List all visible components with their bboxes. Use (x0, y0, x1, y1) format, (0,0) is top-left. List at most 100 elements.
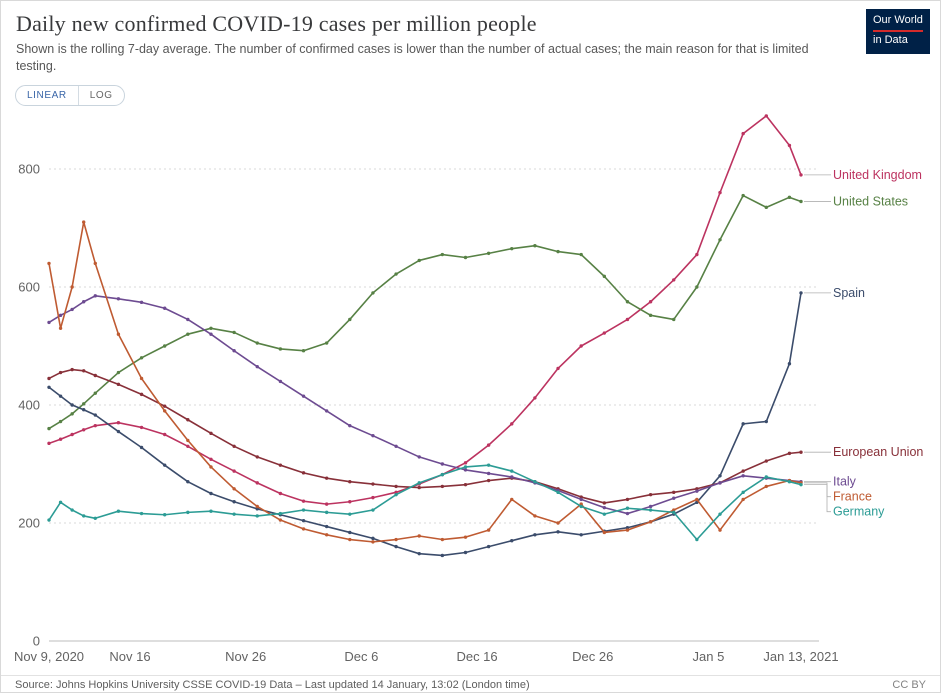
series-point-germany (209, 509, 213, 513)
series-point-european-union (579, 495, 583, 499)
covid-line-chart: 0 200 400 600 800 Nov 9, 2020 Nov 16 Nov 26 Dec … (14, 114, 923, 664)
series-point-european-union (602, 501, 607, 505)
series-point-italy (741, 474, 745, 478)
series-point-germany (186, 510, 190, 515)
series-line-germany[interactable] (48, 464, 802, 541)
series-point-france (486, 528, 491, 532)
series-point-germany (394, 492, 398, 497)
series-point-france (93, 261, 97, 266)
series-point-european-union (162, 404, 167, 408)
series-point-france (672, 508, 676, 512)
series-point-italy (486, 471, 491, 476)
series-point-european-union (648, 492, 653, 497)
series-point-united-states (47, 426, 51, 431)
series-point-france (579, 502, 583, 506)
series-point-united-states (186, 332, 190, 336)
series-point-france (186, 438, 190, 443)
series-point-germany (799, 482, 803, 487)
series-point-spain (417, 551, 421, 556)
series-point-germany (82, 514, 86, 518)
series-point-united-states (672, 317, 676, 322)
log-button[interactable]: LOG (77, 86, 124, 105)
series-point-united-states (718, 238, 722, 242)
series-point-european-union (764, 459, 768, 463)
series-point-france (162, 409, 167, 413)
series-point-germany (58, 500, 63, 505)
series-line-united-kingdom[interactable] (48, 115, 802, 505)
series-point-united-kingdom (324, 502, 329, 506)
series-label-germany[interactable]: Germany (833, 505, 885, 519)
series-point-germany (718, 512, 722, 516)
series-label-united-states[interactable]: United States (833, 194, 908, 208)
series-point-united-states (209, 326, 213, 330)
series-line-united-states[interactable] (48, 194, 802, 430)
series-line-spain[interactable] (48, 292, 802, 557)
series-point-spain (58, 394, 63, 398)
series-line-italy[interactable] (48, 295, 802, 515)
y-tick-label-0: 0 (33, 634, 40, 649)
series-point-united-kingdom (58, 437, 63, 441)
series-point-united-states (371, 291, 375, 295)
series-line-european-union[interactable] (48, 368, 802, 504)
series-label-european-union[interactable]: European Union (833, 445, 923, 459)
y-tick-label-800: 800 (18, 162, 40, 177)
series-point-spain (799, 291, 803, 295)
owid-logo[interactable]: Our World in Data (866, 9, 930, 54)
x-tick-label: Nov 26 (225, 649, 266, 664)
series-point-germany (672, 510, 676, 515)
series-point-france (348, 537, 352, 542)
series-point-spain (232, 500, 236, 504)
series-point-germany (510, 469, 514, 473)
series-point-germany (556, 490, 560, 495)
series-point-united-states (93, 391, 97, 395)
series-point-germany (232, 512, 236, 516)
series-point-united-kingdom (394, 490, 398, 495)
series-point-germany (371, 508, 375, 512)
series-point-france (301, 527, 306, 531)
series-point-italy (301, 394, 306, 398)
series-point-european-union (47, 376, 51, 381)
series-point-italy (371, 433, 375, 438)
series-label-spain[interactable]: Spain (833, 286, 865, 300)
series-point-united-kingdom (741, 131, 745, 136)
series-point-united-kingdom (486, 443, 491, 447)
series-label-france[interactable]: France (833, 490, 872, 504)
linear-button[interactable]: LINEAR (16, 86, 78, 105)
series-point-italy (602, 505, 607, 510)
license-link[interactable]: CC BY (892, 679, 926, 691)
series-point-germany (116, 509, 121, 513)
series-point-france (510, 497, 514, 502)
series-point-france (463, 535, 468, 539)
series-point-italy (625, 511, 630, 516)
series-point-united-states (440, 252, 445, 257)
series-point-united-kingdom (718, 190, 722, 195)
series-line-france[interactable] (48, 221, 802, 543)
series-point-germany (139, 511, 144, 516)
series-point-italy (58, 313, 63, 318)
series-point-spain (162, 463, 167, 467)
series-point-united-kingdom (799, 173, 803, 177)
series-point-italy (348, 423, 352, 428)
series-point-united-kingdom (787, 143, 792, 148)
series-point-united-states (579, 252, 583, 257)
series-point-spain (718, 474, 722, 478)
series-point-germany (93, 516, 97, 520)
series-point-spain (116, 429, 121, 434)
series-point-united-states (232, 330, 236, 335)
series-point-united-kingdom (82, 428, 86, 432)
series-point-united-states (82, 402, 86, 406)
series-label-united-kingdom[interactable]: United Kingdom (833, 168, 922, 182)
series-point-united-states (324, 341, 329, 345)
series-point-italy (394, 444, 398, 448)
series-point-germany (278, 511, 283, 516)
series-point-united-kingdom (371, 495, 375, 500)
series-point-spain (93, 413, 97, 417)
series-point-italy (672, 496, 676, 500)
series-point-france (58, 326, 63, 330)
series-label-italy[interactable]: Italy (833, 475, 857, 489)
series-point-germany (741, 490, 745, 495)
series-point-italy (440, 462, 445, 466)
series-point-germany (463, 465, 468, 469)
series-point-united-kingdom (348, 500, 352, 504)
series-point-united-states (648, 313, 653, 318)
